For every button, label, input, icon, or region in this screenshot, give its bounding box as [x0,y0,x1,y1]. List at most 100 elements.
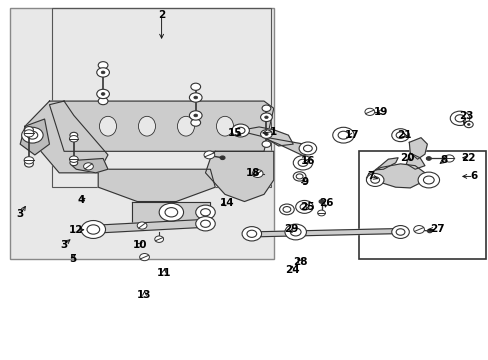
Circle shape [332,127,353,143]
Text: 28: 28 [293,257,307,267]
Circle shape [155,236,163,242]
Bar [10,8,273,259]
Circle shape [426,157,430,160]
Text: 12: 12 [69,225,83,235]
Circle shape [24,157,34,164]
Circle shape [190,119,200,126]
Circle shape [283,207,290,212]
Polygon shape [25,101,108,173]
Circle shape [242,226,261,241]
Circle shape [203,151,214,159]
Circle shape [231,124,249,137]
Circle shape [97,89,109,99]
Circle shape [140,253,149,261]
Circle shape [413,226,424,233]
Polygon shape [366,164,424,188]
Circle shape [220,156,224,159]
Circle shape [236,127,244,134]
Circle shape [299,142,316,155]
Circle shape [200,209,210,216]
Circle shape [98,62,108,69]
Text: 23: 23 [458,111,473,121]
Ellipse shape [99,116,116,136]
Circle shape [87,225,100,234]
Polygon shape [71,158,108,173]
Circle shape [293,172,305,181]
Circle shape [296,174,303,179]
Circle shape [417,172,439,188]
Circle shape [391,129,408,141]
Circle shape [449,111,469,126]
Circle shape [293,156,312,170]
Polygon shape [89,219,210,233]
Polygon shape [20,119,49,155]
Text: 9: 9 [301,177,308,187]
Text: 11: 11 [157,268,171,278]
Polygon shape [49,101,273,151]
Circle shape [189,93,202,102]
Circle shape [285,224,306,240]
Polygon shape [406,153,424,169]
Bar [52,8,271,187]
Text: 21: 21 [396,130,411,140]
Text: 19: 19 [373,107,387,117]
Circle shape [391,226,408,238]
Ellipse shape [216,116,233,136]
Text: 17: 17 [344,130,358,140]
Circle shape [159,203,183,221]
Circle shape [97,68,109,77]
Text: 16: 16 [300,156,314,166]
Circle shape [70,132,78,138]
Text: 22: 22 [461,153,475,163]
Circle shape [370,177,379,183]
Circle shape [70,160,78,166]
Circle shape [101,93,105,95]
Circle shape [423,176,433,184]
Circle shape [395,229,404,235]
Polygon shape [246,228,405,237]
Text: 29: 29 [283,225,297,234]
Text: 2: 2 [158,10,165,20]
Circle shape [464,121,472,128]
Circle shape [319,200,324,203]
Text: 27: 27 [429,225,444,234]
Circle shape [427,229,431,233]
Circle shape [21,127,43,143]
Text: 1: 1 [269,127,277,136]
Text: 26: 26 [319,198,333,208]
Text: 8: 8 [440,155,447,165]
Circle shape [366,174,383,186]
Circle shape [300,204,308,210]
Text: 13: 13 [137,290,151,300]
Ellipse shape [138,116,155,136]
Circle shape [260,130,272,138]
Circle shape [290,228,301,236]
Circle shape [27,131,38,139]
Circle shape [69,135,78,142]
Circle shape [81,221,105,238]
Circle shape [252,170,263,177]
Circle shape [137,222,147,229]
Circle shape [262,141,270,147]
Circle shape [317,210,325,216]
Text: 25: 25 [299,202,313,212]
Text: 14: 14 [220,198,234,208]
Text: 3: 3 [17,209,24,219]
Circle shape [190,83,200,90]
Text: 3: 3 [61,239,67,249]
Circle shape [454,115,464,122]
Circle shape [264,116,267,118]
Text: 20: 20 [400,153,414,163]
Circle shape [395,132,404,138]
Circle shape [193,96,197,99]
Text: 18: 18 [245,168,260,178]
Circle shape [262,105,270,112]
Circle shape [24,161,33,167]
Text: 4: 4 [77,195,84,205]
Circle shape [24,130,34,137]
Circle shape [164,208,177,217]
Circle shape [364,108,374,116]
Text: 15: 15 [227,129,242,138]
Ellipse shape [177,116,194,136]
Circle shape [444,155,453,162]
